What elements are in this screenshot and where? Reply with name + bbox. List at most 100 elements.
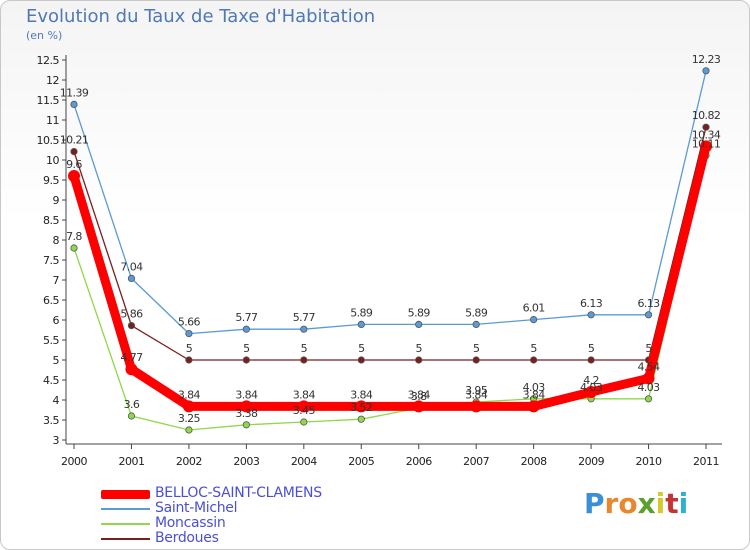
legend-swatch-saint-michel	[101, 508, 150, 510]
data-label: 5.77	[293, 311, 316, 324]
data-point	[68, 170, 80, 182]
chart-subtitle: (en %)	[26, 29, 63, 42]
x-tick-label: 2005	[348, 455, 374, 468]
x-tick-label: 2002	[176, 455, 202, 468]
y-tick-label: 4	[53, 394, 60, 407]
data-point	[185, 329, 193, 338]
data-label: 5	[186, 342, 193, 355]
data-label: 5	[588, 342, 595, 355]
y-tick-label: 9	[53, 194, 60, 207]
x-tick-label: 2009	[578, 455, 604, 468]
data-point	[300, 418, 308, 426]
data-point	[127, 321, 136, 330]
data-point	[242, 356, 250, 364]
legend-swatch-berdoues	[101, 538, 150, 540]
data-label: 7.8	[66, 230, 82, 243]
y-tick-label: 7	[53, 274, 60, 287]
data-label: 4.54	[637, 360, 660, 373]
data-label: 5.66	[178, 316, 201, 329]
data-label: 3.95	[465, 384, 488, 397]
legend-item-belloc: BELLOC-SAINT-CLAMENS	[101, 485, 401, 502]
data-point	[125, 363, 138, 376]
logo-letter: i	[678, 487, 689, 520]
y-tick-label: 10.5	[37, 134, 60, 147]
data-point	[587, 356, 595, 364]
data-point	[127, 274, 136, 282]
data-point	[527, 400, 540, 413]
data-label: 4.2	[583, 374, 599, 387]
data-label: 3.84	[408, 388, 431, 401]
y-tick-label: 9.5	[43, 174, 59, 187]
data-label: 4.03	[637, 381, 660, 394]
data-label: 6.13	[580, 297, 603, 310]
data-point	[70, 244, 78, 252]
y-tick-label: 11	[46, 114, 59, 127]
y-tick-label: 3	[53, 434, 60, 447]
data-point	[357, 320, 365, 328]
logo-letter: P	[584, 487, 605, 520]
y-tick-label: 10	[46, 154, 59, 167]
y-tick-label: 5	[53, 354, 60, 367]
data-point	[297, 400, 310, 413]
logo-letter: o	[618, 487, 638, 520]
y-tick-label: 3.5	[43, 414, 59, 427]
data-label: 4.03	[580, 381, 603, 394]
y-tick-label: 7.5	[43, 254, 59, 267]
data-point	[472, 356, 480, 364]
data-point	[412, 400, 425, 413]
data-label: 3.6	[124, 398, 140, 411]
data-label: 5	[645, 342, 652, 355]
data-label: 3.52	[350, 401, 372, 414]
legend-label-moncassin: Moncassin	[155, 515, 226, 531]
legend-item-moncassin: Moncassin	[101, 515, 401, 532]
data-label: 3.84	[178, 388, 201, 401]
legend-label-berdoues: Berdoues	[155, 530, 219, 546]
y-tick-label: 6.5	[43, 294, 59, 307]
data-point	[530, 315, 538, 324]
data-label: 10.82	[692, 109, 721, 122]
data-label: 6.13	[637, 297, 660, 310]
logo-letter: x	[637, 487, 656, 520]
data-label: 3.84	[465, 388, 488, 401]
data-label: 5	[473, 342, 480, 355]
data-label: 3.84	[293, 388, 316, 401]
data-label: 5	[358, 342, 365, 355]
data-point	[700, 140, 712, 153]
data-label: 5	[530, 342, 537, 355]
data-point	[415, 356, 423, 364]
data-point	[242, 421, 250, 429]
data-point	[644, 395, 653, 403]
legend-swatch-moncassin	[101, 523, 150, 525]
data-label: 3.25	[178, 412, 201, 425]
data-label: 9.6	[66, 158, 82, 171]
data-label: 3.38	[235, 407, 258, 420]
data-label: 10.11	[692, 138, 721, 151]
data-label: 5.89	[408, 306, 431, 319]
legend-label-saint-michel: Saint-Michel	[155, 500, 238, 516]
y-tick-label: 4.5	[43, 374, 59, 387]
data-label: 10.21	[60, 134, 89, 147]
y-tick-label: 8.5	[43, 214, 59, 227]
data-point	[415, 320, 423, 328]
data-point	[300, 325, 308, 333]
y-tick-label: 6	[53, 314, 60, 327]
data-label: 4.77	[120, 351, 143, 364]
x-tick-label: 2003	[233, 455, 259, 468]
data-point	[702, 67, 710, 75]
series-line	[73, 70, 707, 335]
series-line	[73, 154, 707, 431]
x-tick-label: 2004	[291, 455, 317, 468]
data-point	[242, 325, 250, 333]
data-label: 12.23	[692, 53, 721, 66]
data-label: 3.84	[523, 388, 546, 401]
data-label: 3.84	[350, 388, 373, 401]
data-point	[587, 311, 595, 319]
data-point	[300, 356, 308, 364]
data-label: 5.89	[465, 306, 488, 319]
data-label: 6.01	[523, 302, 545, 315]
logo-letter: i	[655, 487, 666, 520]
data-label: 5	[416, 342, 423, 355]
data-label: 10.34	[692, 128, 721, 141]
